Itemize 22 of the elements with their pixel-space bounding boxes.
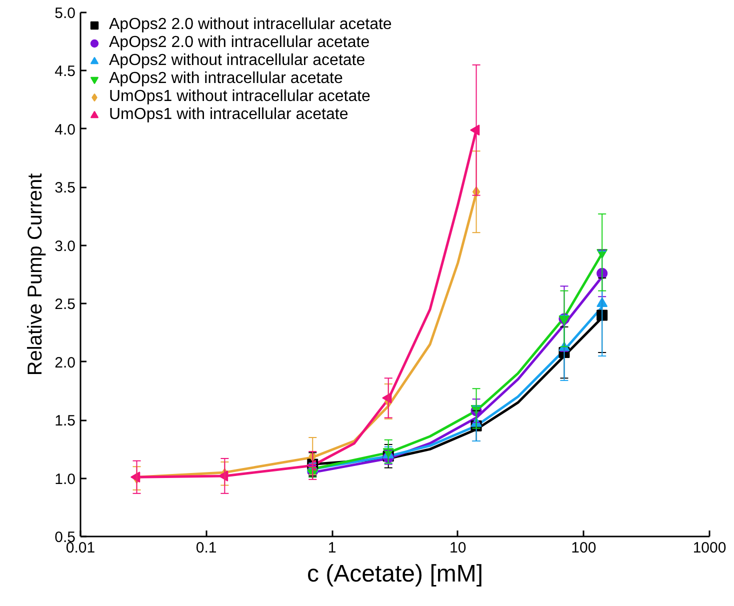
y-tick-label: 3.5 <box>54 180 76 197</box>
x-tick-label: 0.1 <box>196 540 217 556</box>
y-tick-label: 4.0 <box>54 121 76 138</box>
x-tick-label: 1000 <box>692 540 726 556</box>
y-tick-label: 1.5 <box>54 412 76 430</box>
x-tick-label: 100 <box>571 540 596 556</box>
x-axis-title: c (Acetate) [mM] <box>306 560 484 588</box>
y-tick-label: 2.5 <box>54 296 76 314</box>
legend-label: UmOps1 with intracellular acetate <box>109 106 348 124</box>
y-tick-label: 1.0 <box>54 470 76 488</box>
y-tick-label: 2.0 <box>54 354 76 372</box>
y-tick-label: 5.0 <box>54 5 76 22</box>
x-tick-label: 1 <box>328 540 336 556</box>
y-tick-label: 4.5 <box>54 63 76 80</box>
legend-label: ApOps2 with intracellular acetate <box>109 70 343 88</box>
y-tick-label: 3.0 <box>54 238 76 255</box>
legend-label: ApOps2 2.0 without intracellular acetate <box>109 16 392 34</box>
legend-label: ApOps2 without intracellular acetate <box>109 52 366 70</box>
x-tick-label: 10 <box>450 540 466 556</box>
legend-label: ApOps2 2.0 with intracellular acetate <box>109 34 370 52</box>
y-axis-title: Relative Pump Current <box>24 172 47 376</box>
legend-label: UmOps1 without intracellular acetate <box>109 88 370 106</box>
